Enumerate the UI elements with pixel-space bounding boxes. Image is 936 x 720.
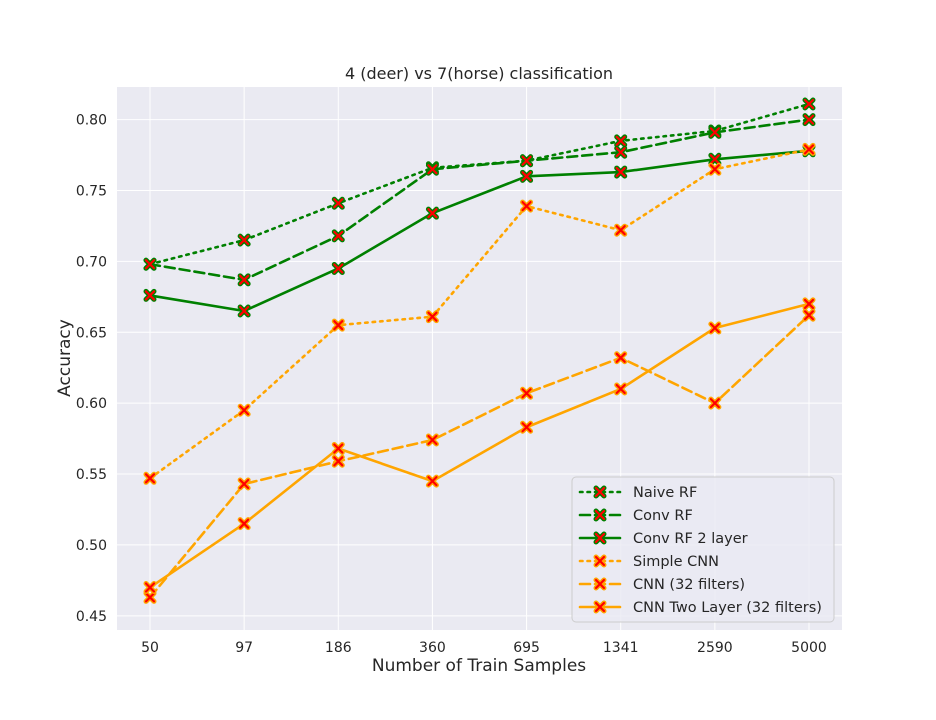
- data-point: [708, 162, 722, 176]
- y-tick-label: 0.75: [76, 183, 107, 199]
- y-tick-label: 0.65: [76, 325, 107, 341]
- y-axis-label: Accuracy: [55, 319, 75, 397]
- x-tick-label: 5000: [791, 640, 827, 656]
- legend-marker: [593, 531, 607, 545]
- data-point: [143, 580, 157, 594]
- data-point: [614, 134, 628, 148]
- legend-entry: Naive RF: [578, 485, 697, 501]
- data-point: [802, 97, 816, 111]
- x-tick-label: 50: [141, 640, 159, 656]
- data-point: [237, 233, 251, 247]
- legend-label: Conv RF: [633, 508, 693, 524]
- legend-marker: [593, 577, 607, 591]
- legend-marker: [593, 600, 607, 614]
- y-tick-label: 0.60: [76, 396, 107, 412]
- tick-labels: 50 97 186 360 695 1341 2590 5000 0.45 0.50 0.55 0.6…: [76, 113, 827, 656]
- data-point: [425, 474, 439, 488]
- series-conv-rf: [143, 113, 816, 287]
- data-point: [520, 199, 534, 213]
- legend-marker: [593, 554, 607, 568]
- data-point: [520, 420, 534, 434]
- data-point: [614, 145, 628, 159]
- data-point: [425, 206, 439, 220]
- data-point: [425, 310, 439, 324]
- data-point: [143, 471, 157, 485]
- series-line: [148, 118, 811, 282]
- series-line: [148, 149, 811, 313]
- y-tick-label: 0.80: [76, 113, 107, 129]
- y-tick-label: 0.50: [76, 538, 107, 554]
- y-tick-label: 0.55: [76, 467, 107, 483]
- legend-box: [571, 476, 835, 623]
- legend-entry: Conv RF 2 layer: [578, 531, 748, 547]
- y-tick-label: 0.45: [76, 609, 107, 625]
- data-point: [237, 517, 251, 531]
- data-point: [237, 403, 251, 417]
- series-line: [148, 313, 811, 599]
- data-point: [802, 297, 816, 311]
- data-point: [331, 318, 345, 332]
- data-point: [331, 442, 345, 456]
- chart-title: 4 (deer) vs 7(horse) classification: [345, 64, 613, 83]
- legend-marker: [593, 508, 607, 522]
- data-point: [143, 257, 157, 271]
- legend-label: CNN Two Layer (32 filters): [633, 600, 822, 616]
- data-point: [520, 386, 534, 400]
- data-point: [331, 229, 345, 243]
- data-point: [708, 125, 722, 139]
- y-tick-label: 0.70: [76, 254, 107, 270]
- legend-entry: Simple CNN: [578, 554, 719, 570]
- data-point: [331, 261, 345, 275]
- data-point: [802, 113, 816, 127]
- data-point: [237, 273, 251, 287]
- legend-label: CNN (32 filters): [633, 577, 745, 593]
- legend-label: Naive RF: [633, 485, 697, 501]
- data-point: [614, 165, 628, 179]
- legend-label: Conv RF 2 layer: [633, 531, 748, 547]
- data-point: [237, 477, 251, 491]
- x-axis-label: Number of Train Samples: [372, 656, 586, 676]
- data-point: [237, 304, 251, 318]
- x-tick-label: 360: [419, 640, 446, 656]
- data-point: [520, 169, 534, 183]
- data-point: [520, 154, 534, 168]
- data-point: [614, 382, 628, 396]
- series-conv-rf-2-layer: [143, 144, 816, 318]
- legend-marker: [593, 485, 607, 499]
- series-cnn-32-filters: [143, 308, 816, 604]
- series-cnn-two-layer-32-filters: [143, 297, 816, 594]
- data-point: [614, 223, 628, 237]
- data-point: [708, 396, 722, 410]
- x-tick-label: 1341: [603, 640, 639, 656]
- x-tick-label: 2590: [697, 640, 733, 656]
- data-point: [143, 590, 157, 604]
- data-point: [802, 142, 816, 156]
- legend-entry: CNN (32 filters): [578, 577, 745, 593]
- data-point: [708, 321, 722, 335]
- data-point: [331, 454, 345, 468]
- legend-label: Simple CNN: [633, 554, 719, 570]
- legend-entry: Conv RF: [578, 508, 693, 524]
- legend-entry: CNN Two Layer (32 filters): [578, 600, 822, 616]
- series-layer: [143, 97, 816, 604]
- data-point: [143, 288, 157, 302]
- data-point: [331, 196, 345, 210]
- x-tick-label: 97: [235, 640, 253, 656]
- series-simple-cnn: [143, 142, 816, 485]
- legend: Naive RF Conv RF Conv RF 2 layer Simple CNN…: [571, 476, 835, 623]
- data-point: [425, 433, 439, 447]
- x-tick-label: 186: [325, 640, 352, 656]
- data-point: [708, 152, 722, 166]
- x-tick-label: 695: [513, 640, 540, 656]
- data-point: [614, 351, 628, 365]
- data-point: [802, 308, 816, 322]
- data-point: [425, 162, 439, 176]
- series-line: [148, 148, 811, 480]
- series-line: [148, 302, 811, 589]
